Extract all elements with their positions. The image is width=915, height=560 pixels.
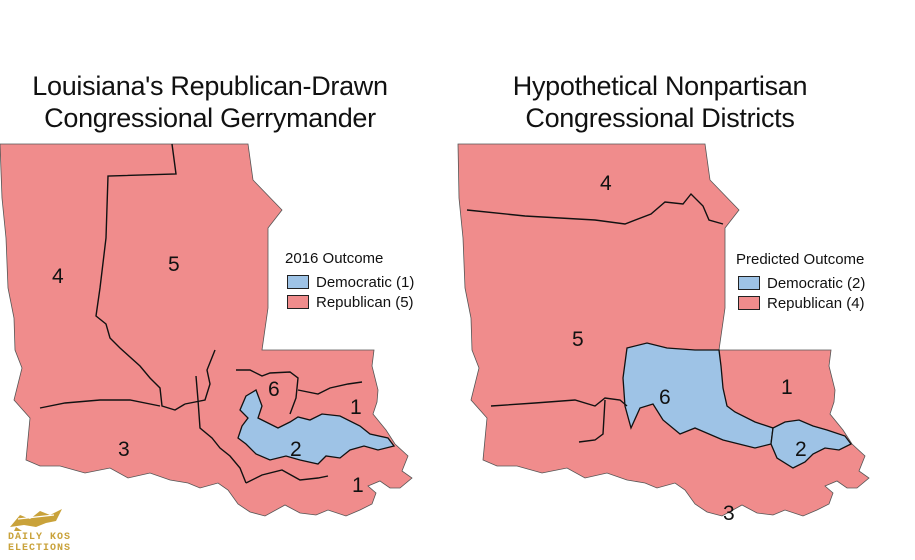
right-title-line-2: Congressional Districts — [525, 103, 795, 133]
district-6-democratic-shape — [622, 342, 774, 449]
district-label-2: 2 — [795, 438, 807, 461]
left-district-map: 4 5 6 1 2 3 1 — [0, 143, 413, 517]
district-2-democratic-shape — [770, 419, 852, 469]
daily-kos-elections-logo: DAILY KOS ELECTIONS — [6, 505, 88, 557]
eagle-flag-logo-icon — [10, 509, 62, 531]
right-map-title: Hypothetical Nonpartisan Congressional D… — [455, 70, 865, 134]
district-label-5: 5 — [572, 328, 584, 351]
right-title-line-1: Hypothetical Nonpartisan — [512, 71, 808, 101]
right-district-map: 4 5 6 1 2 3 — [457, 143, 870, 525]
district-label-4: 4 — [600, 172, 612, 195]
left-legend-title: 2016 Outcome — [285, 250, 384, 267]
louisiana-state-shape — [0, 143, 413, 517]
district-label-6: 6 — [659, 386, 671, 409]
brand-line-2: ELECTIONS — [8, 543, 72, 554]
district-label-1-north: 1 — [350, 396, 362, 419]
district-label-5: 5 — [168, 253, 180, 276]
right-legend: Predicted Outcome Democratic (2) Republi… — [736, 251, 865, 313]
left-legend-republican: Republican (5) — [287, 292, 414, 312]
right-legend-republican: Republican (4) — [738, 293, 865, 313]
democratic-swatch — [287, 275, 309, 289]
left-title-line-1: Louisiana's Republican-Drawn — [32, 71, 388, 101]
district-label-2: 2 — [290, 438, 302, 461]
left-district-boundaries — [39, 143, 363, 484]
right-legend-democratic-label: Democratic (2) — [767, 274, 866, 292]
louisiana-state-shape — [457, 143, 870, 517]
district-label-6: 6 — [268, 378, 280, 401]
republican-swatch — [738, 296, 760, 310]
brand-line-1: DAILY KOS — [8, 532, 72, 543]
left-legend-democratic-label: Democratic (1) — [316, 273, 415, 291]
democratic-swatch — [738, 276, 760, 290]
district-2-democratic-shape — [237, 389, 396, 465]
left-legend-republican-label: Republican (5) — [316, 293, 414, 311]
right-legend-democratic: Democratic (2) — [738, 273, 865, 293]
district-label-3: 3 — [723, 502, 735, 525]
right-legend-republican-label: Republican (4) — [767, 294, 865, 312]
right-legend-title: Predicted Outcome — [736, 251, 865, 268]
left-legend-democratic: Democratic (1) — [287, 272, 414, 292]
district-label-1: 1 — [781, 376, 793, 399]
left-legend: 2016 Outcome Democratic (1) Republican (… — [285, 250, 414, 312]
left-title-line-2: Congressional Gerrymander — [44, 103, 376, 133]
right-district-boundaries — [466, 192, 724, 443]
left-map-title: Louisiana's Republican-Drawn Congression… — [0, 70, 420, 134]
republican-swatch — [287, 295, 309, 309]
district-label-1-south: 1 — [352, 474, 364, 497]
district-label-3: 3 — [118, 438, 130, 461]
district-label-4: 4 — [52, 265, 64, 288]
